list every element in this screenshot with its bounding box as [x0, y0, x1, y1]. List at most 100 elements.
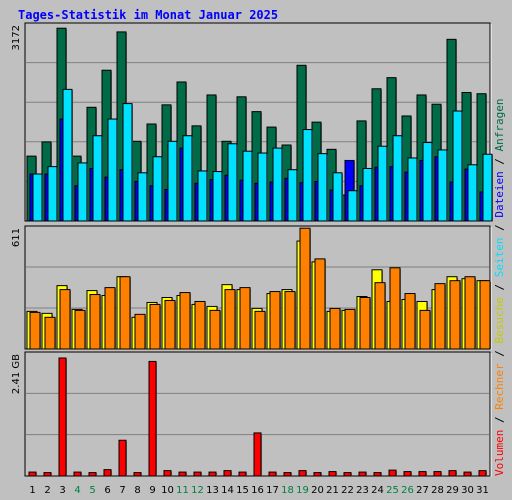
bar-seiten-day-22 — [347, 190, 358, 222]
x-tick-label-day-5: 5 — [89, 485, 95, 496]
x-tick-label-day-27: 27 — [416, 485, 429, 496]
bar-seiten-day-16 — [257, 152, 268, 222]
bar-rechner-day-5 — [89, 294, 101, 350]
x-tick-label-day-19: 19 — [296, 485, 309, 496]
bar-rechner-day-11 — [179, 292, 191, 350]
bar-volumen-day-8 — [133, 472, 142, 477]
legend-entry-anfragen: Anfragen — [493, 98, 506, 151]
bar-volumen-day-31 — [478, 470, 487, 477]
bar-rechner-day-27 — [419, 309, 431, 350]
bar-seiten-day-27 — [422, 142, 433, 222]
legend-entry-rechner: Rechner — [493, 363, 506, 410]
bar-seiten-day-26 — [407, 157, 418, 222]
bar-volumen-day-26 — [403, 471, 412, 477]
bar-seiten-day-10 — [167, 140, 178, 222]
y-axis-max-label-1: 3172 — [11, 25, 22, 50]
bar-volumen-day-3 — [58, 357, 67, 477]
bar-seiten-day-5 — [92, 135, 103, 222]
bar-volumen-day-4 — [73, 471, 82, 477]
bar-volumen-day-18 — [283, 472, 292, 477]
legend-entry-besuche: Besuche — [493, 297, 506, 343]
bar-rechner-day-9 — [149, 303, 161, 350]
bar-seiten-day-24 — [377, 145, 388, 222]
bar-seiten-day-19 — [302, 129, 313, 222]
y-axis-max-label-2: 611 — [11, 228, 22, 247]
bar-rechner-day-14 — [224, 289, 236, 350]
bar-volumen-day-21 — [328, 471, 337, 477]
x-tick-label-day-7: 7 — [119, 485, 125, 496]
bar-rechner-day-17 — [269, 291, 281, 350]
bar-rechner-day-10 — [164, 299, 176, 350]
bar-volumen-day-6 — [103, 469, 112, 477]
bar-volumen-day-1 — [28, 471, 37, 477]
bar-seiten-day-13 — [212, 171, 223, 222]
bar-rechner-day-15 — [239, 287, 251, 350]
bar-volumen-day-25 — [388, 469, 397, 477]
x-tick-label-day-22: 22 — [341, 485, 354, 496]
bar-seiten-day-6 — [107, 118, 118, 222]
bar-seiten-day-21 — [332, 172, 343, 222]
bar-rechner-day-8 — [134, 313, 146, 350]
bar-rechner-day-30 — [464, 276, 476, 350]
bar-volumen-day-10 — [163, 470, 172, 477]
x-tick-label-day-15: 15 — [236, 485, 249, 496]
y-axis-max-label-3: 2.41 GB — [11, 354, 22, 394]
x-tick-label-day-30: 30 — [461, 485, 474, 496]
x-tick-label-day-25: 25 — [386, 485, 399, 496]
bar-volumen-day-12 — [193, 471, 202, 477]
x-tick-label-day-14: 14 — [221, 485, 234, 496]
bar-volumen-day-23 — [358, 471, 367, 477]
bar-volumen-day-11 — [178, 471, 187, 477]
bar-seiten-day-14 — [227, 143, 238, 222]
legend-entry-volumen: Volumen — [493, 430, 506, 476]
x-tick-label-day-13: 13 — [206, 485, 219, 496]
bar-rechner-day-1 — [29, 311, 41, 350]
bar-rechner-day-2 — [44, 316, 56, 350]
bar-seiten-day-2 — [47, 166, 58, 222]
bar-rechner-day-18 — [284, 291, 296, 350]
legend-entry-seiten: Seiten — [493, 238, 506, 278]
x-tick-label-day-21: 21 — [326, 485, 339, 496]
bar-volumen-day-19 — [298, 470, 307, 477]
x-tick-label-day-11: 11 — [176, 485, 189, 496]
bar-rechner-day-26 — [404, 293, 416, 350]
bar-rechner-day-12 — [194, 300, 206, 350]
x-tick-label-day-23: 23 — [356, 485, 369, 496]
bar-rechner-day-23 — [359, 297, 371, 350]
bar-seiten-day-20 — [317, 153, 328, 222]
x-tick-label-day-20: 20 — [311, 485, 324, 496]
bar-volumen-day-24 — [373, 472, 382, 477]
bar-seiten-day-31 — [482, 153, 493, 222]
bar-volumen-day-2 — [43, 472, 52, 477]
x-tick-label-day-12: 12 — [191, 485, 204, 496]
bar-rechner-day-24 — [374, 282, 386, 350]
bar-rechner-day-3 — [59, 289, 71, 350]
x-tick-label-day-17: 17 — [266, 485, 279, 496]
bar-seiten-day-3 — [62, 88, 73, 222]
bar-rechner-day-29 — [449, 280, 461, 350]
bar-seiten-day-12 — [197, 170, 208, 222]
x-tick-label-day-4: 4 — [74, 485, 80, 496]
x-tick-label-day-8: 8 — [134, 485, 140, 496]
bar-rechner-day-6 — [104, 287, 116, 350]
legend-separator: / — [493, 151, 506, 171]
bar-rechner-day-31 — [479, 280, 491, 350]
bar-rechner-day-22 — [344, 308, 356, 350]
legend-entry-dateien: Dateien — [493, 171, 506, 217]
bar-volumen-day-15 — [238, 471, 247, 477]
bar-rechner-day-19 — [299, 227, 311, 350]
bar-rechner-day-4 — [74, 309, 86, 350]
bar-volumen-day-16 — [253, 432, 262, 477]
bar-rechner-day-20 — [314, 258, 326, 350]
bar-seiten-day-25 — [392, 135, 403, 222]
bar-rechner-day-25 — [389, 267, 401, 350]
bar-volumen-day-17 — [268, 471, 277, 477]
bar-seiten-day-7 — [122, 103, 133, 222]
x-tick-label-day-26: 26 — [401, 485, 414, 496]
x-tick-label-day-1: 1 — [29, 485, 35, 496]
x-tick-label-day-28: 28 — [431, 485, 444, 496]
bar-seiten-day-18 — [287, 169, 298, 222]
bar-volumen-day-22 — [343, 472, 352, 477]
bar-volumen-day-27 — [418, 471, 427, 477]
